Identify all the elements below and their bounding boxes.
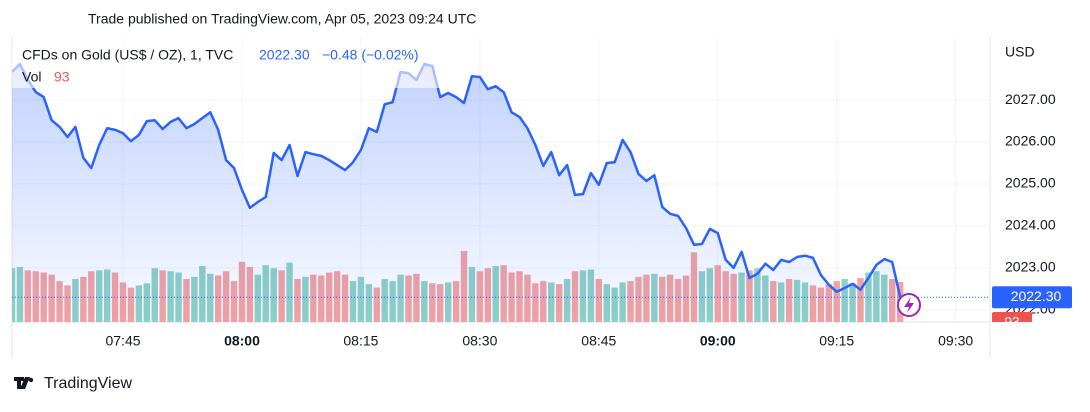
logo — [14, 377, 34, 389]
x-tick-label: 09:30 — [938, 333, 973, 349]
published-note: Trade published on TradingView.com, Apr … — [88, 11, 476, 27]
y-tick-label: 2024.00 — [1005, 217, 1056, 233]
last-volume-box — [992, 312, 1032, 322]
currency-label: USD — [1005, 44, 1035, 60]
x-tick-label: 09:15 — [819, 333, 854, 349]
legend-symbol: CFDs on Gold (US$ / OZ), 1, TVC — [22, 47, 233, 63]
x-tick-label: 08:00 — [224, 333, 260, 349]
y-tick-label: 2027.00 — [1005, 91, 1056, 107]
last-price-label: 2022.30 — [1011, 288, 1062, 304]
x-tick-label: 09:00 — [700, 333, 736, 349]
legend-change: −0.48 (−0.02%) — [322, 47, 419, 63]
legend-vol-name: Vol — [22, 69, 41, 85]
x-tick-label: 07:45 — [105, 333, 140, 349]
last-price-box — [992, 286, 1072, 309]
x-tick-label: 08:15 — [343, 333, 378, 349]
replay-icon — [897, 293, 921, 317]
last-volume-label: 93 — [1004, 314, 1020, 330]
y-tick-label: 2025.00 — [1005, 175, 1056, 191]
price-area — [12, 64, 901, 322]
footer-brand: TradingView — [44, 375, 132, 392]
x-tick-label: 08:45 — [581, 333, 616, 349]
y-tick-label: 2026.00 — [1005, 133, 1056, 149]
last-volume-tag: 93 — [992, 312, 1032, 330]
x-tick-label: 08:30 — [462, 333, 497, 349]
legend-vol-value: 93 — [54, 69, 70, 85]
price-line — [12, 62, 902, 298]
legend-last: 2022.30 — [259, 47, 310, 63]
axes: 2022.002023.002024.002025.002026.002027.… — [105, 91, 1072, 349]
y-tick-label: 2023.00 — [1005, 259, 1056, 275]
legend-bg — [12, 44, 452, 88]
price-series — [12, 62, 990, 322]
